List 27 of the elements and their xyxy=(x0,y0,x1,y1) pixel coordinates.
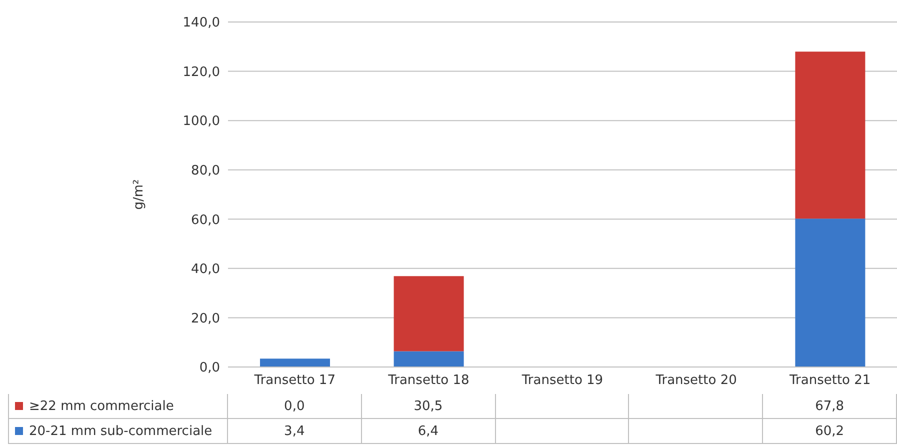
data-label: 6,4 xyxy=(362,419,496,443)
x-tick-label: Transetto 21 xyxy=(788,373,871,388)
bar xyxy=(795,218,866,367)
bar xyxy=(795,52,866,219)
y-axis-title: g/m² xyxy=(132,179,147,210)
y-tick-label: 80,0 xyxy=(191,163,220,178)
legend-label: 20-21 mm sub-commerciale xyxy=(29,424,212,438)
data-label: 0,0 xyxy=(228,394,362,418)
x-tick-label: Transetto 18 xyxy=(387,373,470,388)
legend-label: ≥22 mm commerciale xyxy=(29,398,174,414)
y-tick-label: 100,0 xyxy=(182,114,220,130)
bar xyxy=(260,358,330,367)
y-tick-label: 0,0 xyxy=(199,360,220,376)
data-label: 3,4 xyxy=(228,419,362,443)
y-tick-label: 40,0 xyxy=(191,262,220,278)
y-tick-label: 20,0 xyxy=(191,311,220,326)
x-tick-label: Transetto 19 xyxy=(520,373,604,388)
y-tick-label: 60,0 xyxy=(191,212,220,228)
x-tick-label: Transetto 17 xyxy=(253,373,336,388)
y-tick-label: 140,0 xyxy=(182,16,220,31)
data-label: 67,8 xyxy=(763,394,897,418)
bar xyxy=(394,276,464,352)
data-label: 60,2 xyxy=(763,419,897,443)
bar xyxy=(394,351,464,367)
y-tick-label: 120,0 xyxy=(182,64,220,80)
x-tick-label: Transetto 20 xyxy=(654,373,737,388)
data-label: 30,5 xyxy=(362,394,496,418)
